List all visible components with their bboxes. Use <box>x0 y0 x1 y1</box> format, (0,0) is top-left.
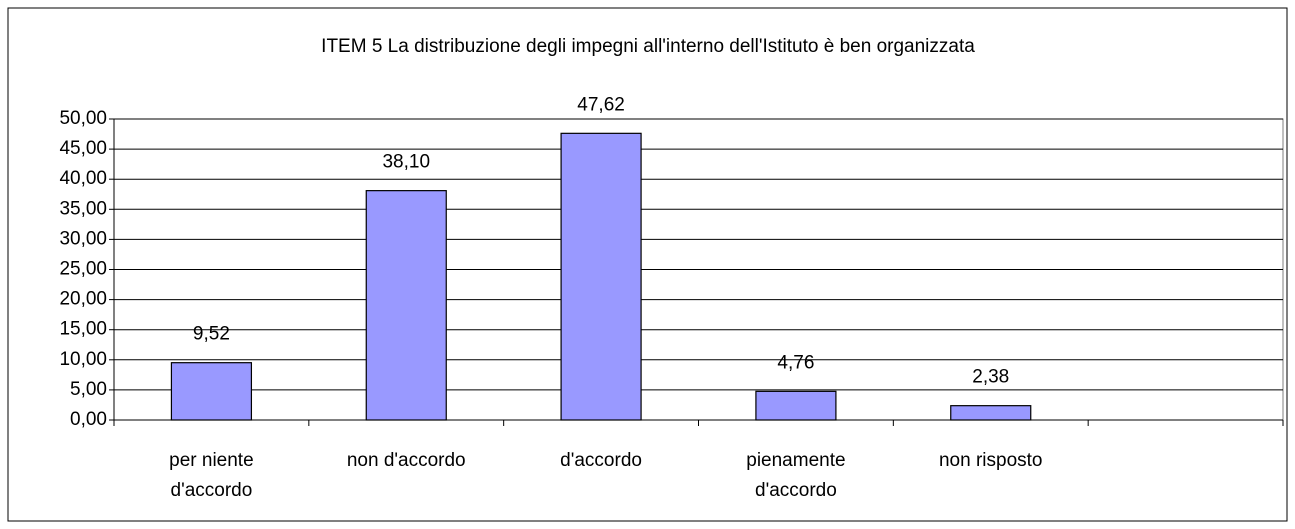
data-label: 47,62 <box>577 94 625 115</box>
y-tick-label: 10,00 <box>59 349 107 370</box>
x-tick-label: d'accordo <box>560 450 642 471</box>
chart-title: ITEM 5 La distribuzione degli impegni al… <box>321 36 975 57</box>
y-tick-label: 35,00 <box>59 198 107 219</box>
y-tick-label: 5,00 <box>70 379 107 400</box>
y-tick-label: 20,00 <box>59 289 107 310</box>
data-label: 38,10 <box>382 152 430 173</box>
y-tick-label: 30,00 <box>59 228 107 249</box>
y-tick-label: 45,00 <box>59 138 107 159</box>
x-tick-label: non d'accordo <box>346 450 466 471</box>
data-label: 4,76 <box>777 352 814 373</box>
x-tick-label: per niente d'accordo <box>169 450 254 501</box>
y-tick-label: 50,00 <box>59 108 107 129</box>
y-tick-label: 40,00 <box>59 168 107 189</box>
bar <box>755 390 837 421</box>
y-tick-label: 25,00 <box>59 259 107 280</box>
bar <box>365 190 447 421</box>
data-label: 9,52 <box>193 324 230 345</box>
data-label: 2,38 <box>972 367 1009 388</box>
bar <box>950 405 1032 421</box>
x-tick-label: pienamente d'accordo <box>746 450 846 501</box>
y-tick-label: 15,00 <box>59 319 107 340</box>
bar <box>560 132 642 421</box>
y-tick-label: 0,00 <box>70 409 107 430</box>
bar <box>170 362 253 421</box>
x-tick-label: non risposto <box>938 450 1043 471</box>
